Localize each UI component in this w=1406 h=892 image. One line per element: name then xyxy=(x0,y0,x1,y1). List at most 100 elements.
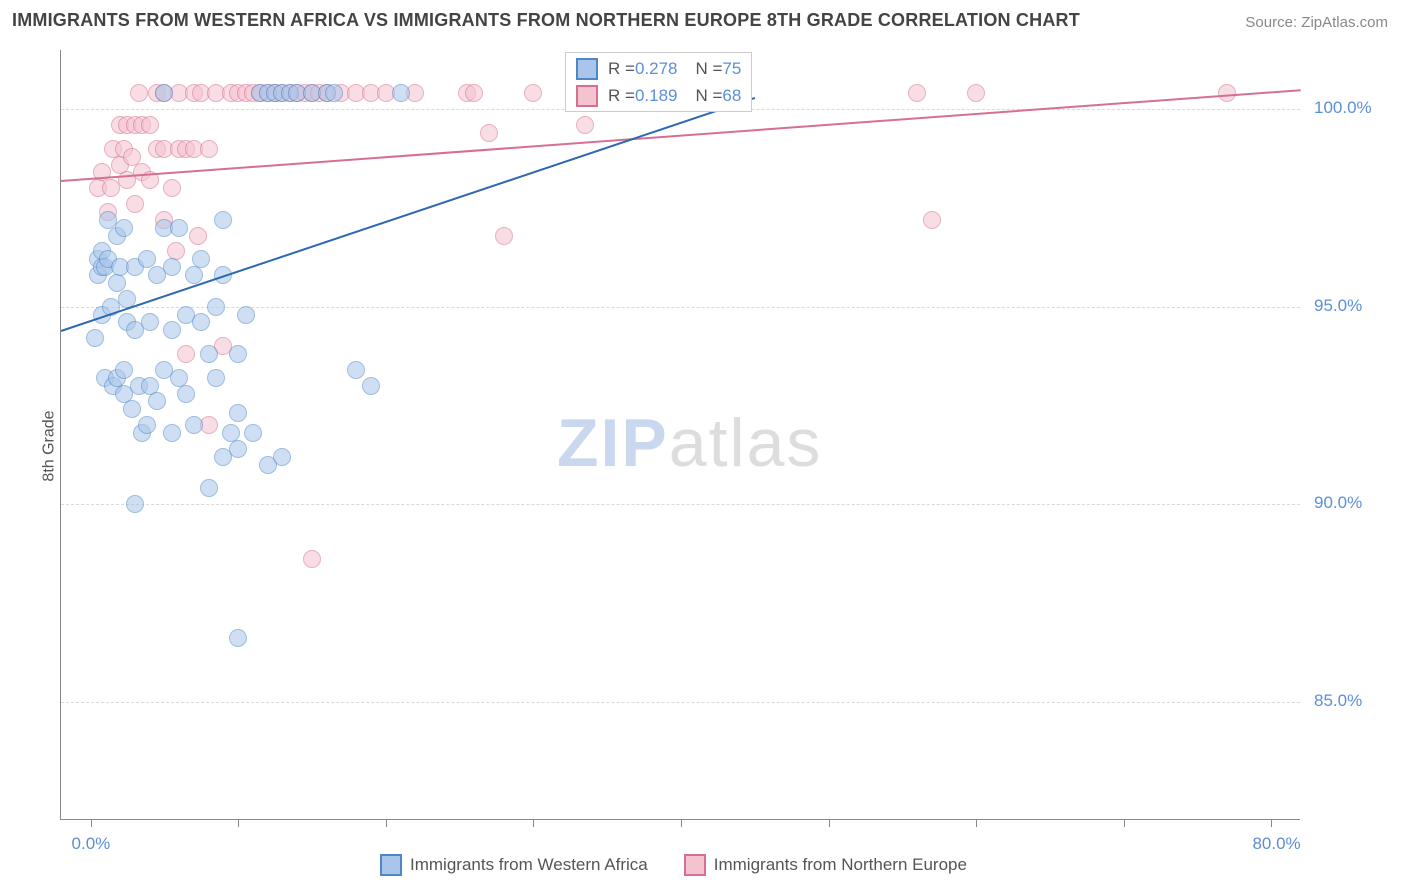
data-point xyxy=(229,440,247,458)
r-value: 0.189 xyxy=(635,82,678,109)
data-point xyxy=(465,84,483,102)
watermark-atlas: atlas xyxy=(669,405,823,481)
xtick xyxy=(533,819,534,827)
data-point xyxy=(138,250,156,268)
legend-swatch xyxy=(576,58,598,80)
stats-box: R = 0.278 N = 75 R = 0.189 N = 68 xyxy=(565,52,752,112)
data-point xyxy=(102,179,120,197)
data-point xyxy=(192,313,210,331)
data-point xyxy=(115,219,133,237)
data-point xyxy=(189,227,207,245)
data-point xyxy=(200,479,218,497)
data-point xyxy=(392,84,410,102)
legend-item: Immigrants from Northern Europe xyxy=(684,854,967,876)
xtick xyxy=(91,819,92,827)
legend-label: Immigrants from Northern Europe xyxy=(714,855,967,875)
data-point xyxy=(207,369,225,387)
data-point xyxy=(123,148,141,166)
data-point xyxy=(229,629,247,647)
plot-area: ZIPatlas xyxy=(60,50,1300,820)
legend-swatch xyxy=(684,854,706,876)
n-label: N = xyxy=(695,82,722,109)
data-point xyxy=(163,258,181,276)
data-point xyxy=(923,211,941,229)
data-point xyxy=(303,550,321,568)
xtick xyxy=(1124,819,1125,827)
data-point xyxy=(126,495,144,513)
n-value: 75 xyxy=(722,55,741,82)
data-point xyxy=(200,345,218,363)
r-label: R = xyxy=(608,82,635,109)
n-label: N = xyxy=(695,55,722,82)
data-point xyxy=(163,321,181,339)
data-point xyxy=(325,84,343,102)
source-site: ZipAtlas.com xyxy=(1301,14,1388,31)
chart-title: IMMIGRANTS FROM WESTERN AFRICA VS IMMIGR… xyxy=(12,10,1080,31)
data-point xyxy=(123,400,141,418)
data-point xyxy=(214,211,232,229)
data-point xyxy=(177,385,195,403)
ytick-label: 95.0% xyxy=(1314,296,1362,316)
r-value: 0.278 xyxy=(635,55,678,82)
legend-swatch xyxy=(576,85,598,107)
n-value: 68 xyxy=(722,82,741,109)
legend: Immigrants from Western Africa Immigrants… xyxy=(380,854,967,876)
xtick xyxy=(976,819,977,827)
watermark: ZIPatlas xyxy=(557,404,822,482)
data-point xyxy=(141,116,159,134)
data-point xyxy=(138,416,156,434)
stats-row: R = 0.278 N = 75 xyxy=(566,55,751,82)
ytick-label: 85.0% xyxy=(1314,691,1362,711)
source-credit: Source: ZipAtlas.com xyxy=(1245,14,1388,31)
data-point xyxy=(229,404,247,422)
data-point xyxy=(347,361,365,379)
data-point xyxy=(148,392,166,410)
legend-item: Immigrants from Western Africa xyxy=(380,854,648,876)
data-point xyxy=(155,84,173,102)
data-point xyxy=(185,266,203,284)
data-point xyxy=(170,219,188,237)
data-point xyxy=(130,84,148,102)
data-point xyxy=(200,140,218,158)
data-point xyxy=(163,179,181,197)
gridline xyxy=(61,702,1300,703)
xtick xyxy=(1271,819,1272,827)
xtick xyxy=(238,819,239,827)
legend-label: Immigrants from Western Africa xyxy=(410,855,648,875)
data-point xyxy=(126,195,144,213)
data-point xyxy=(908,84,926,102)
xtick xyxy=(829,819,830,827)
data-point xyxy=(141,313,159,331)
ytick-label: 100.0% xyxy=(1314,98,1372,118)
data-point xyxy=(967,84,985,102)
data-point xyxy=(192,250,210,268)
data-point xyxy=(207,298,225,316)
data-point xyxy=(524,84,542,102)
watermark-zip: ZIP xyxy=(557,405,669,481)
xtick xyxy=(681,819,682,827)
data-point xyxy=(480,124,498,142)
data-point xyxy=(115,361,133,379)
data-point xyxy=(86,329,104,347)
xtick xyxy=(386,819,387,827)
y-axis-label: 8th Grade xyxy=(41,410,59,481)
legend-swatch xyxy=(380,854,402,876)
data-point xyxy=(229,345,247,363)
xtick-label: 80.0% xyxy=(1252,834,1300,854)
data-point xyxy=(362,377,380,395)
data-point xyxy=(108,274,126,292)
data-point xyxy=(177,345,195,363)
gridline xyxy=(61,504,1300,505)
r-label: R = xyxy=(608,55,635,82)
ytick-label: 90.0% xyxy=(1314,493,1362,513)
source-label: Source: xyxy=(1245,14,1301,31)
data-point xyxy=(244,424,262,442)
xtick-label: 0.0% xyxy=(72,834,111,854)
data-point xyxy=(495,227,513,245)
data-point xyxy=(185,416,203,434)
data-point xyxy=(576,116,594,134)
data-point xyxy=(273,448,291,466)
data-point xyxy=(237,306,255,324)
stats-row: R = 0.189 N = 68 xyxy=(566,82,751,109)
data-point xyxy=(163,424,181,442)
